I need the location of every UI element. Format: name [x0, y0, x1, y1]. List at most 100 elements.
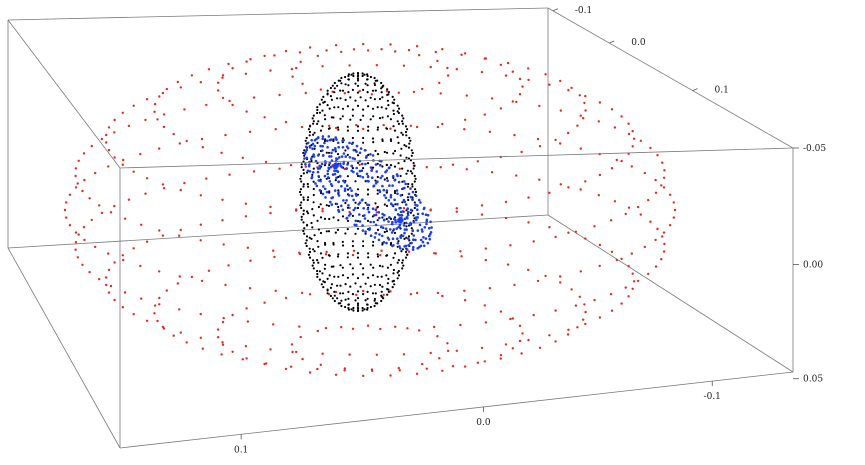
data-point	[400, 131, 403, 134]
data-point	[567, 328, 570, 331]
data-point	[391, 95, 394, 98]
data-point	[361, 306, 364, 310]
data-point	[330, 159, 334, 162]
data-point	[389, 138, 392, 141]
data-point	[378, 189, 381, 192]
data-point	[673, 208, 677, 212]
data-point	[647, 272, 650, 276]
data-point	[356, 161, 360, 164]
data-point	[389, 139, 393, 143]
data-point	[337, 106, 340, 109]
data-point	[311, 147, 314, 150]
data-point	[74, 174, 77, 178]
data-point	[316, 54, 319, 58]
data-point	[350, 142, 354, 146]
data-point	[179, 331, 182, 334]
data-point	[269, 211, 272, 215]
data-point	[300, 166, 303, 169]
data-point	[418, 54, 421, 57]
data-point	[307, 253, 310, 256]
data-point	[554, 138, 557, 142]
data-point	[394, 218, 397, 222]
data-point	[158, 229, 161, 232]
data-point	[340, 155, 344, 158]
data-point	[381, 116, 384, 119]
data-point	[317, 120, 320, 123]
data-point	[284, 49, 288, 53]
data-point	[389, 374, 392, 377]
data-point	[369, 263, 372, 266]
data-point	[343, 92, 346, 95]
data-point	[401, 219, 404, 222]
data-point	[488, 130, 492, 133]
data-point	[411, 151, 414, 155]
data-point	[158, 147, 161, 150]
data-point	[361, 309, 364, 312]
data-point	[328, 190, 331, 193]
data-point	[416, 229, 420, 232]
data-point	[323, 187, 327, 191]
data-point	[316, 240, 319, 243]
data-point	[371, 292, 375, 295]
data-point	[316, 170, 320, 174]
data-point	[337, 180, 340, 184]
data-point	[391, 203, 394, 207]
data-point	[382, 293, 385, 297]
data-point	[559, 275, 562, 278]
data-point	[597, 120, 600, 123]
data-point	[313, 144, 317, 148]
data-point	[385, 107, 388, 110]
data-point	[351, 136, 354, 140]
data-point	[413, 164, 416, 167]
data-point	[393, 178, 397, 182]
data-point	[570, 86, 573, 90]
data-point	[361, 74, 364, 78]
tick-label: 0.0	[631, 38, 646, 48]
data-point	[323, 217, 327, 220]
data-point	[278, 93, 281, 97]
data-point	[416, 208, 419, 211]
data-point	[323, 100, 326, 103]
data-point	[660, 258, 663, 261]
data-point	[224, 283, 227, 287]
data-point	[351, 114, 354, 117]
data-point	[527, 268, 530, 272]
data-point	[672, 201, 675, 204]
data-point	[121, 306, 125, 309]
data-point	[463, 289, 466, 292]
data-point	[353, 223, 357, 227]
data-point	[340, 299, 343, 302]
data-point	[370, 93, 374, 96]
data-point	[172, 132, 175, 136]
data-point	[68, 193, 72, 196]
data-point	[307, 196, 310, 199]
data-point	[207, 68, 211, 71]
data-point	[499, 357, 502, 360]
data-point	[527, 338, 530, 342]
data-point	[316, 111, 319, 115]
data-point	[397, 366, 400, 370]
data-point	[654, 265, 658, 268]
data-point	[199, 223, 202, 226]
data-point	[346, 105, 349, 108]
data-point	[334, 148, 337, 152]
data-point	[441, 48, 444, 51]
data-point	[339, 79, 342, 82]
data-point	[77, 233, 80, 236]
data-point	[231, 313, 234, 317]
data-point	[322, 280, 325, 283]
data-point	[367, 252, 370, 255]
data-point	[376, 189, 379, 192]
data-point	[227, 62, 230, 66]
data-point	[504, 343, 508, 346]
data-point	[355, 166, 359, 170]
data-point	[301, 357, 304, 361]
data-point	[318, 103, 321, 106]
data-point	[361, 176, 365, 179]
data-point	[383, 218, 386, 222]
data-point	[326, 169, 330, 173]
data-point	[631, 287, 634, 290]
data-point	[615, 158, 618, 162]
data-point	[392, 125, 395, 128]
data-point	[352, 48, 356, 51]
